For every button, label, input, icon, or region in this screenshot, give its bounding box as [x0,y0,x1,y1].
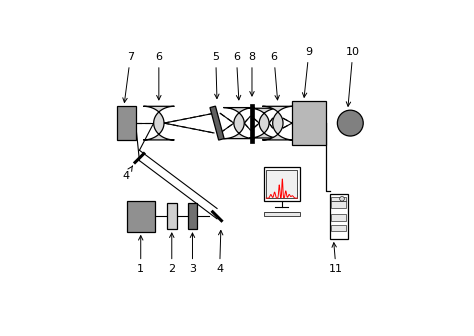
Polygon shape [224,108,255,139]
FancyBboxPatch shape [266,170,297,198]
Circle shape [340,197,344,201]
Text: 7: 7 [123,52,134,102]
Text: 8: 8 [248,52,255,96]
FancyBboxPatch shape [329,194,348,239]
Polygon shape [143,106,174,140]
FancyBboxPatch shape [188,203,197,229]
FancyBboxPatch shape [331,201,346,208]
FancyBboxPatch shape [292,101,326,145]
Text: 5: 5 [212,52,219,98]
Text: 4: 4 [122,166,133,181]
Text: 6: 6 [155,52,162,100]
FancyBboxPatch shape [331,225,346,231]
Polygon shape [249,108,279,138]
Text: 11: 11 [329,243,343,274]
FancyBboxPatch shape [118,106,136,140]
Circle shape [337,110,363,136]
Bar [250,104,254,142]
Text: 6: 6 [271,52,279,100]
Text: 3: 3 [189,233,196,274]
Text: 9: 9 [302,47,312,97]
FancyBboxPatch shape [127,201,155,232]
Text: 4: 4 [216,230,223,274]
Text: 1: 1 [137,236,144,274]
FancyBboxPatch shape [264,167,300,201]
FancyBboxPatch shape [166,203,177,229]
FancyBboxPatch shape [264,212,300,216]
Text: 6: 6 [233,52,241,100]
Text: 10: 10 [346,47,360,106]
Text: 2: 2 [168,233,175,274]
Polygon shape [210,106,224,140]
FancyBboxPatch shape [331,214,346,221]
Polygon shape [262,106,293,140]
FancyBboxPatch shape [331,198,346,201]
